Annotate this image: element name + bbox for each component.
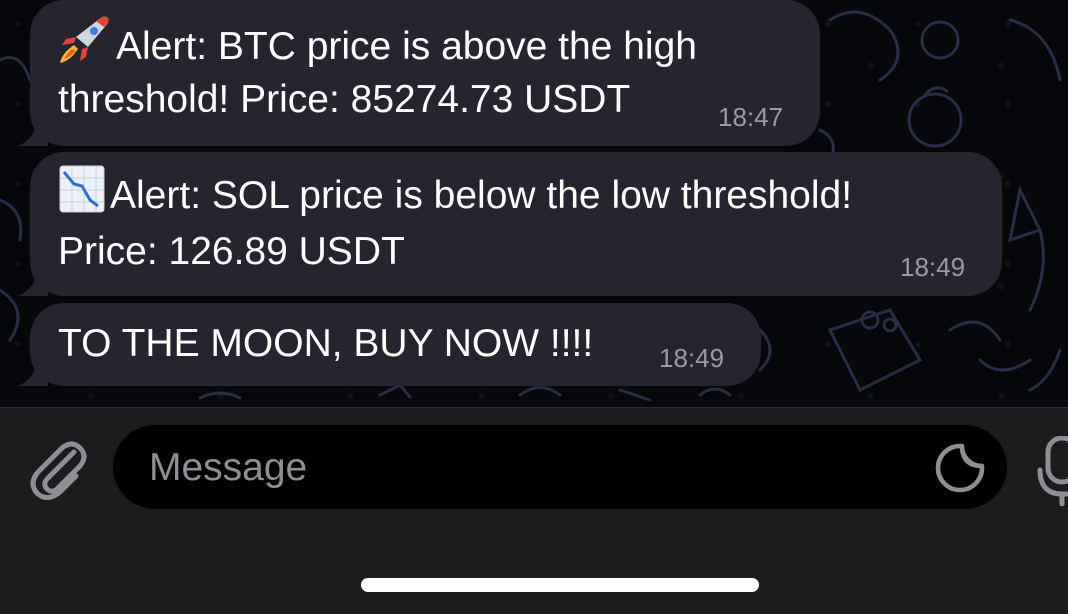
chart-decreasing-icon [58, 164, 106, 231]
message-timestamp: 18:49 [659, 343, 725, 373]
message-line: Alert: SOL price is below the low thresh… [58, 164, 852, 231]
message-line: threshold! Price: 85274.73 USDT [58, 78, 631, 121]
message-bubble[interactable]: Alert: BTC price is above the high thres… [30, 0, 820, 146]
message-timestamp: 18:47 [718, 102, 784, 132]
sticker-icon[interactable] [934, 442, 986, 499]
message-line: Alert: BTC price is above the high [58, 13, 697, 82]
message-text: TO THE MOON, BUY NOW !!!! [58, 322, 594, 365]
message-timestamp: 18:49 [900, 252, 966, 282]
message-composer [0, 407, 1068, 614]
rocket-icon [58, 13, 112, 82]
chat-area[interactable]: Alert: BTC price is above the high thres… [0, 0, 1068, 407]
message-bubble[interactable]: TO THE MOON, BUY NOW !!!! 18:49 [30, 303, 761, 386]
message-input-container[interactable] [113, 425, 1007, 511]
message-line: Price: 126.89 USDT [58, 230, 405, 273]
message-bubble[interactable]: Alert: SOL price is below the low thresh… [30, 152, 1002, 296]
microphone-icon[interactable] [1036, 435, 1068, 511]
paperclip-icon[interactable] [30, 438, 88, 505]
chat-wallpaper [0, 10, 1062, 402]
home-indicator[interactable] [361, 578, 759, 592]
message-input[interactable] [147, 425, 911, 511]
